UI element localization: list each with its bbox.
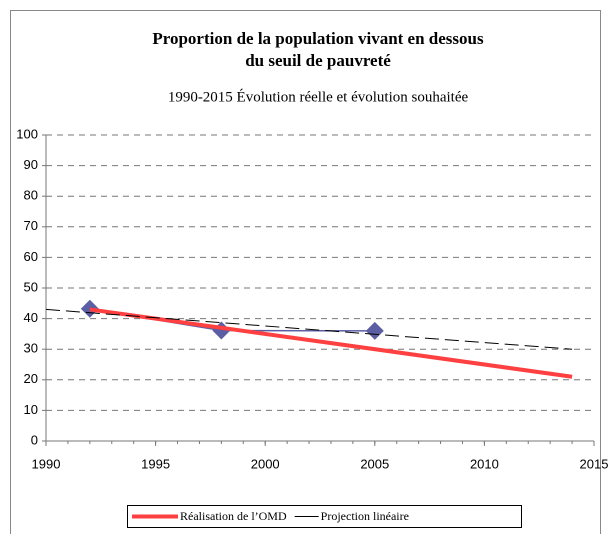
- data-point: [365, 321, 384, 340]
- chart-title: du seuil de pauvreté: [245, 51, 391, 70]
- y-tick-label: 40: [24, 310, 38, 325]
- y-tick-label: 0: [31, 432, 38, 447]
- y-tick-label: 90: [24, 157, 38, 172]
- chart-frame: [10, 10, 601, 534]
- y-tick-label: 50: [24, 279, 38, 294]
- series-line: [45, 308, 573, 350]
- x-tick-label: 1990: [32, 456, 61, 471]
- y-tick-label: 10: [24, 402, 38, 417]
- legend-label: Projection linéaire: [321, 509, 409, 523]
- x-tick-label: 2010: [470, 456, 499, 471]
- chart-subtitle: 1990-2015 Évolution réelle et évolution …: [168, 88, 469, 105]
- series-line: [89, 307, 573, 379]
- y-tick-label: 80: [24, 188, 38, 203]
- legend-box: [127, 505, 522, 528]
- chart-title: Proportion de la population vivant en de…: [152, 29, 484, 48]
- x-tick-label: 2005: [360, 456, 389, 471]
- y-tick-label: 20: [24, 371, 38, 386]
- x-tick-label: 2015: [580, 456, 609, 471]
- x-tick-label: 1995: [141, 456, 170, 471]
- y-tick-label: 100: [16, 126, 38, 141]
- legend-label: Réalisation de l’OMD: [180, 509, 287, 523]
- y-tick-label: 30: [24, 341, 38, 356]
- y-tick-label: 70: [24, 218, 38, 233]
- x-tick-label: 2000: [251, 456, 280, 471]
- y-tick-label: 60: [24, 249, 38, 264]
